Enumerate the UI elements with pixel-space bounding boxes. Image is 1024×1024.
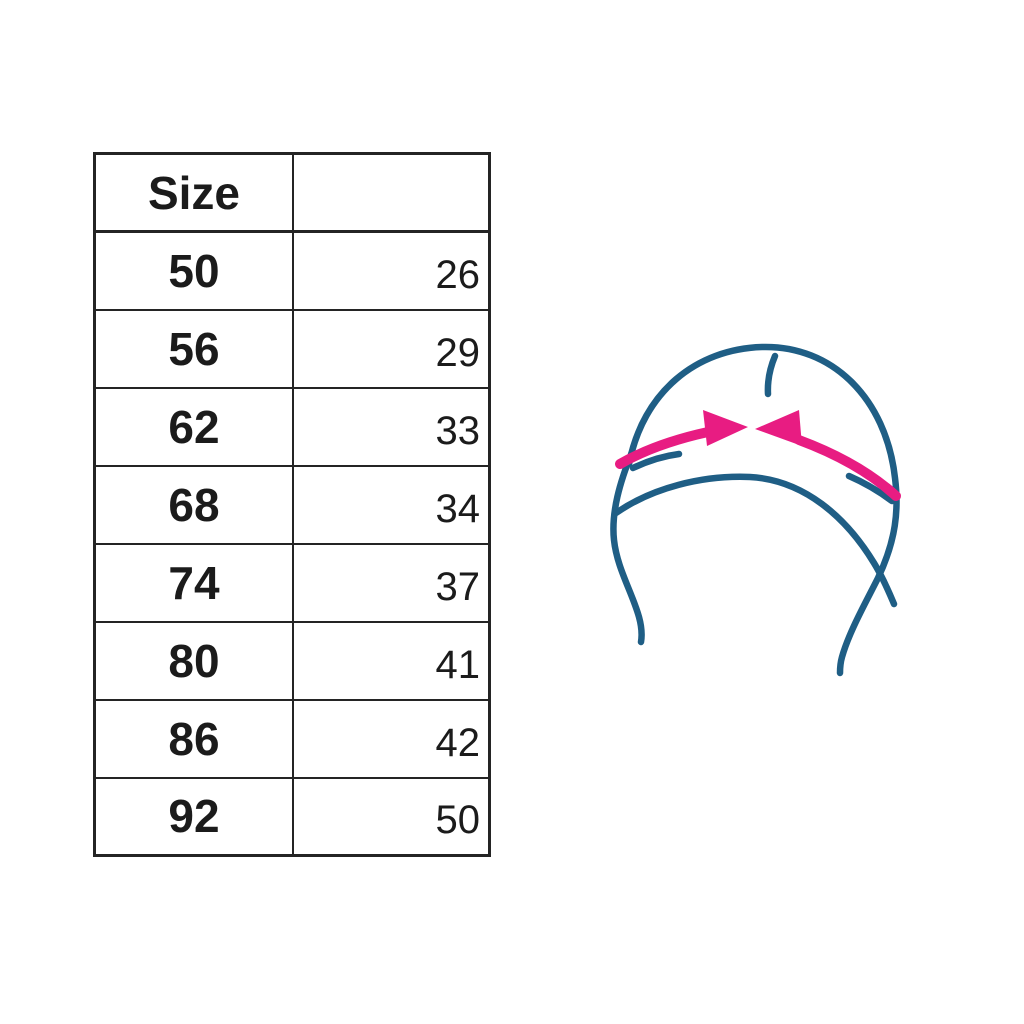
size-cell: 50: [93, 230, 294, 311]
table-header-row: Size: [93, 152, 491, 233]
cap-crown-and-right-tie-line: [625, 343, 900, 677]
table-row: 50 26: [93, 230, 491, 311]
table-row: 74 37: [93, 542, 491, 623]
table-row: 62 33: [93, 386, 491, 467]
right-measure-arrowhead-icon: [755, 410, 802, 446]
left-measure-arrow-shaft: [615, 427, 713, 469]
size-cell: 74: [93, 542, 294, 623]
size-cell: 56: [93, 308, 294, 389]
table-row: 56 29: [93, 308, 491, 389]
value-cell: 37: [292, 542, 491, 623]
value-column-header: [292, 152, 491, 233]
cap-band-left-fold-line: [629, 450, 683, 472]
size-cell: 80: [93, 620, 294, 701]
table-row: 86 42: [93, 698, 491, 779]
baby-cap-illustration: [610, 343, 901, 677]
table-row: 80 41: [93, 620, 491, 701]
measurement-arrows: [615, 410, 901, 501]
value-cell: 26: [292, 230, 491, 311]
size-cell: 62: [93, 386, 294, 467]
value-cell: 34: [292, 464, 491, 545]
table-row: 92 50: [93, 776, 491, 857]
right-measure-arrow-shaft: [794, 435, 901, 501]
value-cell: 42: [292, 698, 491, 779]
value-cell: 29: [292, 308, 491, 389]
cap-left-edge-and-tie-line: [610, 448, 645, 646]
value-cell: 33: [292, 386, 491, 467]
table-row: 68 34: [93, 464, 491, 545]
cap-band-bottom-line: [612, 473, 898, 608]
size-cell: 68: [93, 464, 294, 545]
size-column-header: Size: [93, 152, 294, 233]
cap-top-seam-line: [764, 352, 779, 398]
cap-band-right-fold-line: [845, 472, 896, 505]
value-cell: 41: [292, 620, 491, 701]
size-cell: 92: [93, 776, 294, 857]
size-cell: 86: [93, 698, 294, 779]
size-table: Size 50 26 56 29 62 33 68 34 74 37: [93, 152, 491, 857]
value-cell: 50: [292, 776, 491, 857]
left-measure-arrowhead-icon: [703, 410, 748, 446]
